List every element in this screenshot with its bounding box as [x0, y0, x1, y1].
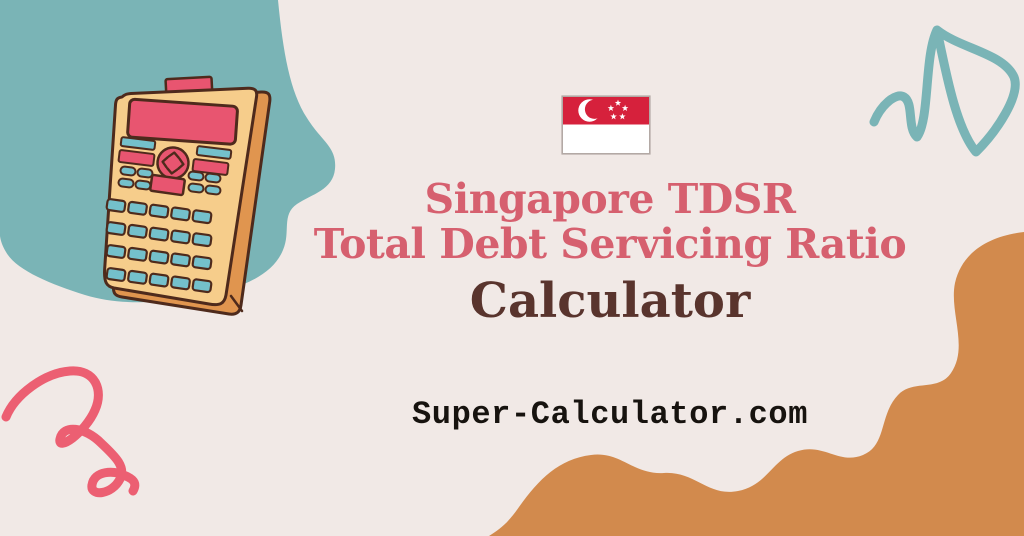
title-line-1: Singapore TDSR [424, 175, 796, 223]
singapore-flag-icon [561, 95, 651, 155]
website-url: Super-Calculator.com [411, 396, 809, 433]
calculator-icon [103, 75, 272, 316]
pink-squiggle-icon [1, 366, 140, 498]
title-line-2: Total Debt Servicing Ratio [313, 220, 907, 268]
teal-squiggle-icon [869, 25, 1020, 157]
orange-blob [489, 232, 1024, 536]
title-line-3: Calculator [469, 273, 751, 329]
